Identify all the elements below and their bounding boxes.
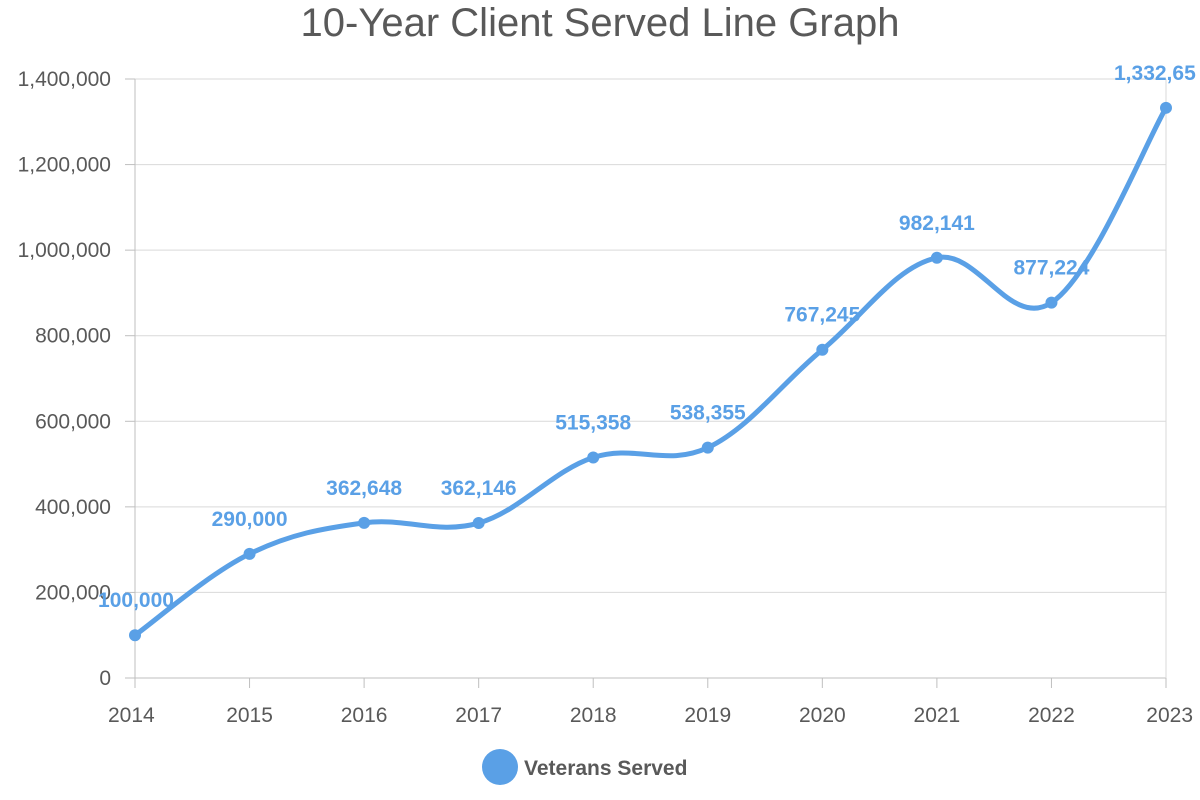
x-tick-label: 2016: [341, 704, 388, 727]
x-tick-label: 2014: [108, 704, 155, 727]
y-tick-label: 600,000: [35, 410, 111, 433]
data-label-2022: 877,224: [1013, 257, 1089, 280]
x-tick-label: 2023: [1146, 704, 1193, 727]
y-tick-label: 200,000: [35, 581, 111, 604]
data-point-2020[interactable]: [816, 343, 829, 356]
data-label-2015: 290,000: [212, 508, 288, 531]
y-axis: 0 200,000 400,000 600,000 800,000 1,000,000 1,…: [18, 68, 136, 690]
y-tick-label: 1,400,000: [18, 68, 111, 91]
y-tick-label: 0: [99, 667, 111, 690]
data-point-2015[interactable]: [243, 547, 256, 560]
x-axis: 2014 2015 2016 2017 2018 2019 2020 2021 2022 2023: [108, 678, 1193, 727]
data-point-2022[interactable]: [1045, 296, 1058, 309]
data-label-2018: 515,358: [555, 412, 631, 435]
data-point-2019[interactable]: [701, 441, 714, 454]
x-tick-label: 2022: [1028, 704, 1075, 727]
chart-title: 10-Year Client Served Line Graph: [301, 1, 900, 45]
data-point-2021[interactable]: [930, 251, 943, 264]
y-tick-label: 400,000: [35, 496, 111, 519]
legend-swatch-veterans-served[interactable]: [482, 749, 518, 785]
data-label-2014: 100,000: [98, 589, 174, 612]
series-group: 100,000 290,000 362,648 362,146 515,358 538,3…: [98, 62, 1196, 642]
y-tick-label: 800,000: [35, 325, 111, 348]
data-point-2014[interactable]: [129, 629, 141, 642]
data-label-2021: 982,141: [899, 212, 975, 235]
x-tick-label: 2018: [570, 704, 617, 727]
x-tick-label: 2019: [684, 704, 731, 727]
data-label-2023: 1,332,65: [1114, 62, 1196, 85]
x-tick-label: 2017: [455, 704, 502, 727]
y-tick-label: 1,000,000: [18, 239, 111, 262]
data-label-2020: 767,245: [784, 304, 860, 327]
data-label-2016: 362,648: [326, 477, 402, 500]
data-label-2017: 362,146: [441, 477, 517, 500]
data-label-2019: 538,355: [670, 402, 746, 425]
legend-label-veterans-served[interactable]: Veterans Served: [524, 757, 687, 780]
data-point-2023[interactable]: [1160, 101, 1172, 114]
data-point-2016[interactable]: [358, 516, 371, 529]
legend[interactable]: Veterans Served: [482, 749, 687, 785]
x-tick-label: 2020: [799, 704, 846, 727]
x-tick-label: 2021: [914, 704, 961, 727]
x-tick-label: 2015: [226, 704, 273, 727]
data-point-2018[interactable]: [587, 451, 600, 464]
gridlines: [135, 78, 1167, 679]
y-tick-label: 1,200,000: [18, 154, 111, 177]
series-line-veterans-served: [132, 105, 1169, 638]
data-point-2017[interactable]: [472, 517, 485, 530]
